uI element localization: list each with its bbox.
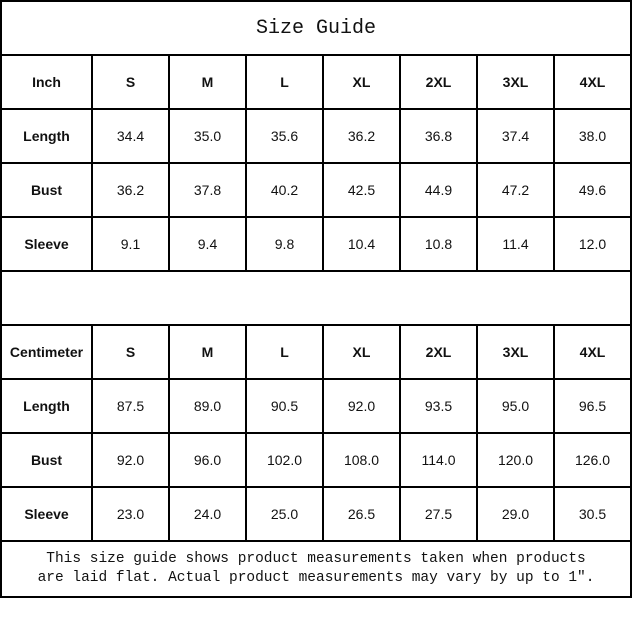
measurement-cell: 23.0 xyxy=(91,486,170,542)
size-header: XL xyxy=(322,324,401,380)
measurement-cell: 38.0 xyxy=(552,108,632,164)
measurement-cell: 35.6 xyxy=(245,108,324,164)
row-label: Sleeve xyxy=(0,216,93,272)
measurement-cell: 102.0 xyxy=(245,432,324,488)
measurement-cell: 9.1 xyxy=(91,216,170,272)
unit-header: Inch xyxy=(0,54,93,110)
spacer-row xyxy=(0,270,632,326)
measurement-cell: 36.8 xyxy=(399,108,478,164)
measurement-cell: 95.0 xyxy=(476,378,555,434)
header-row: Inch S M L XL 2XL 3XL 4XL xyxy=(0,54,632,110)
size-header: 3XL xyxy=(476,54,555,110)
row-label: Bust xyxy=(0,432,93,488)
size-header: L xyxy=(245,54,324,110)
size-header: 2XL xyxy=(399,324,478,380)
measurement-cell: 87.5 xyxy=(91,378,170,434)
measurement-cell: 10.8 xyxy=(399,216,478,272)
size-guide-table: Size Guide Inch S M L XL 2XL 3XL 4XL Length 34.4 3… xyxy=(0,0,632,598)
table-row: Sleeve 9.1 9.4 9.8 10.4 10.8 11.4 12.0 xyxy=(0,216,632,272)
size-header: M xyxy=(168,324,247,380)
measurement-cell: 40.2 xyxy=(245,162,324,218)
measurement-cell: 49.6 xyxy=(552,162,632,218)
size-header: S xyxy=(91,54,170,110)
measurement-cell: 44.9 xyxy=(399,162,478,218)
measurement-cell: 92.0 xyxy=(322,378,401,434)
measurement-cell: 36.2 xyxy=(91,162,170,218)
page-title: Size Guide xyxy=(0,0,632,56)
measurement-cell: 34.4 xyxy=(91,108,170,164)
measurement-cell: 29.0 xyxy=(476,486,555,542)
size-header: 4XL xyxy=(552,54,632,110)
measurement-cell: 93.5 xyxy=(399,378,478,434)
measurement-cell: 120.0 xyxy=(476,432,555,488)
size-header: 2XL xyxy=(399,54,478,110)
measurement-cell: 12.0 xyxy=(552,216,632,272)
footnote-line-1: This size guide shows product measuremen… xyxy=(46,551,586,567)
measurement-cell: 30.5 xyxy=(552,486,632,542)
footnote-line-2: are laid flat. Actual product measuremen… xyxy=(37,570,595,586)
table-row: Length 87.5 89.0 90.5 92.0 93.5 95.0 96.5 xyxy=(0,378,632,434)
measurement-cell: 25.0 xyxy=(245,486,324,542)
measurement-cell: 47.2 xyxy=(476,162,555,218)
size-header: L xyxy=(245,324,324,380)
row-label: Bust xyxy=(0,162,93,218)
measurement-cell: 27.5 xyxy=(399,486,478,542)
footnote: This size guide shows product measuremen… xyxy=(0,540,632,598)
measurement-cell: 26.5 xyxy=(322,486,401,542)
size-header: 4XL xyxy=(552,324,632,380)
header-row: Centimeter S M L XL 2XL 3XL 4XL xyxy=(0,324,632,380)
table-row: Bust 92.0 96.0 102.0 108.0 114.0 120.0 126.0 xyxy=(0,432,632,488)
row-label: Sleeve xyxy=(0,486,93,542)
table-row: Length 34.4 35.0 35.6 36.2 36.8 37.4 38.0 xyxy=(0,108,632,164)
measurement-cell: 96.5 xyxy=(552,378,632,434)
measurement-cell: 126.0 xyxy=(552,432,632,488)
measurement-cell: 37.4 xyxy=(476,108,555,164)
measurement-cell: 36.2 xyxy=(322,108,401,164)
measurement-cell: 114.0 xyxy=(399,432,478,488)
measurement-cell: 10.4 xyxy=(322,216,401,272)
measurement-cell: 9.8 xyxy=(245,216,324,272)
row-label: Length xyxy=(0,378,93,434)
measurement-cell: 35.0 xyxy=(168,108,247,164)
measurement-cell: 108.0 xyxy=(322,432,401,488)
size-header: M xyxy=(168,54,247,110)
size-header: XL xyxy=(322,54,401,110)
measurement-cell: 42.5 xyxy=(322,162,401,218)
table-row: Sleeve 23.0 24.0 25.0 26.5 27.5 29.0 30.5 xyxy=(0,486,632,542)
table-row: Bust 36.2 37.8 40.2 42.5 44.9 47.2 49.6 xyxy=(0,162,632,218)
size-header: S xyxy=(91,324,170,380)
measurement-cell: 37.8 xyxy=(168,162,247,218)
measurement-cell: 96.0 xyxy=(168,432,247,488)
measurement-cell: 24.0 xyxy=(168,486,247,542)
size-header: 3XL xyxy=(476,324,555,380)
row-label: Length xyxy=(0,108,93,164)
measurement-cell: 92.0 xyxy=(91,432,170,488)
unit-header: Centimeter xyxy=(0,324,93,380)
measurement-cell: 11.4 xyxy=(476,216,555,272)
measurement-cell: 89.0 xyxy=(168,378,247,434)
measurement-cell: 90.5 xyxy=(245,378,324,434)
measurement-cell: 9.4 xyxy=(168,216,247,272)
